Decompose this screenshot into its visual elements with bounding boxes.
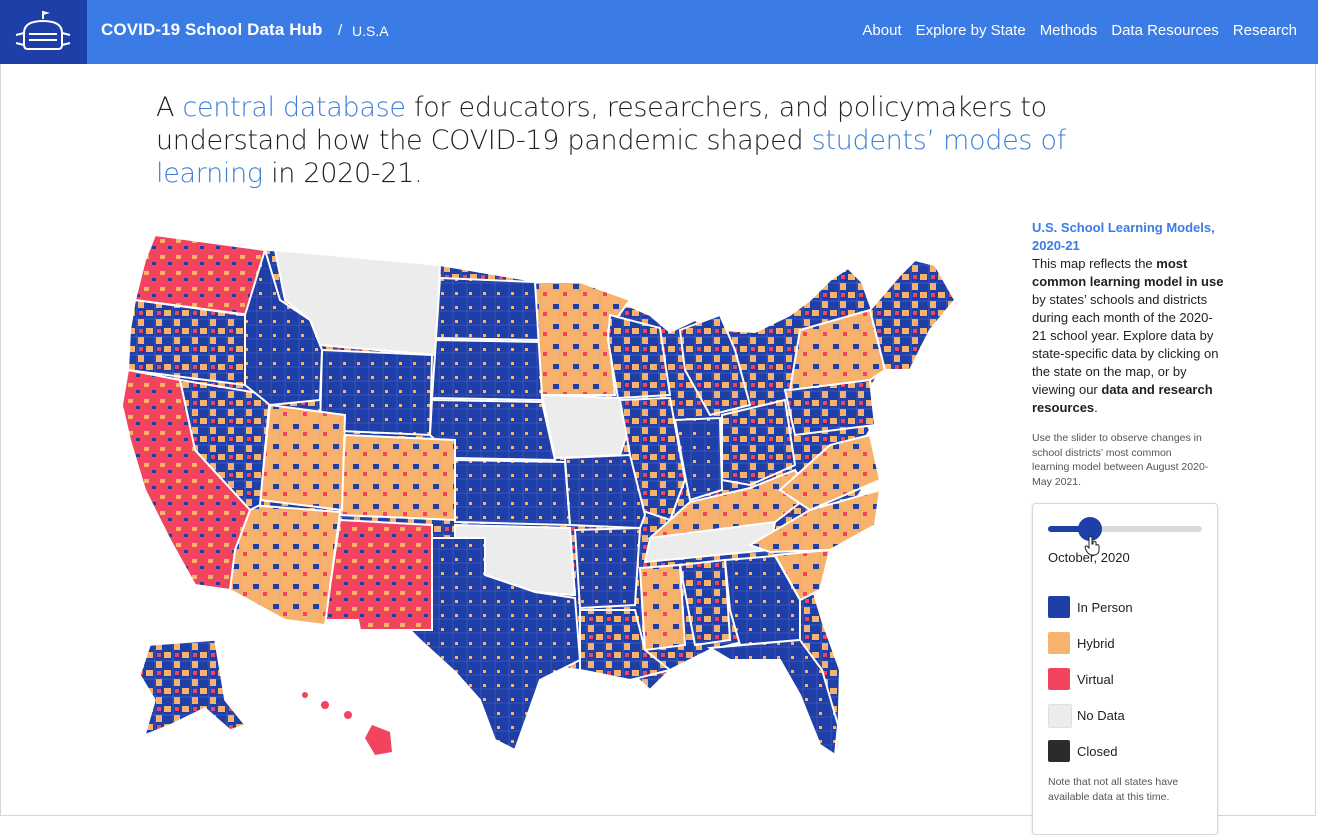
state-virginia[interactable]: [778, 433, 882, 512]
us-learning-model-map[interactable]: [110, 220, 990, 780]
state-new-england[interactable]: [868, 258, 957, 371]
legend-swatch: [1048, 704, 1072, 728]
state-kansas[interactable]: [454, 458, 572, 527]
state-south-dakota[interactable]: [430, 338, 544, 402]
site-title[interactable]: COVID-19 School Data Hub: [101, 20, 323, 39]
breadcrumb-country[interactable]: U.S.A: [352, 23, 389, 39]
data-research-resources-link[interactable]: data and research resources: [1032, 382, 1213, 415]
state-new-york[interactable]: [788, 308, 887, 392]
timeline-legend-panel: October, 2020 In Person Hybrid Virtual N…: [1032, 503, 1218, 835]
legend-swatch: [1048, 632, 1070, 654]
school-mask-logo-icon: [15, 11, 71, 50]
state-alaska[interactable]: [139, 639, 247, 737]
modes-of-learning-link[interactable]: students’ modes of learning: [156, 125, 1066, 189]
nav-research[interactable]: Research: [1232, 22, 1297, 39]
state-missouri[interactable]: [563, 453, 647, 530]
page-frame: [0, 0, 1316, 816]
state-ohio[interactable]: [721, 398, 797, 487]
explanation-bold-a: most common learning model in use: [1032, 256, 1224, 289]
legend-label: Closed: [1077, 744, 1118, 759]
state-florida[interactable]: [706, 638, 840, 757]
state-iowa[interactable]: [540, 393, 632, 460]
state-north-dakota[interactable]: [434, 276, 542, 342]
map-explanation: This map reflects the most common learni…: [1032, 255, 1224, 417]
availability-note: Note that not all states have available …: [1048, 776, 1179, 803]
state-wisconsin[interactable]: [606, 313, 672, 400]
state-california[interactable]: [120, 368, 252, 592]
map-title: U.S. School Learning Models, 2020-21: [1032, 220, 1215, 253]
legend-swatch: [1048, 668, 1070, 690]
explanation-text-a: This map reflects the: [1032, 256, 1157, 271]
logo[interactable]: [0, 0, 87, 64]
state-arkansas[interactable]: [573, 526, 642, 610]
explanation-text-b: by states’ schools and districts during …: [1032, 292, 1219, 397]
legend-label: Hybrid: [1077, 636, 1115, 651]
map-description: U.S. School Learning Models, 2020-21 Thi…: [1032, 219, 1224, 489]
central-database-link[interactable]: central database: [182, 92, 406, 123]
state-arizona[interactable]: [228, 503, 342, 627]
legend-label: In Person: [1077, 600, 1133, 615]
state-idaho[interactable]: [244, 246, 324, 407]
state-mississippi[interactable]: [638, 563, 687, 652]
nav-methods[interactable]: Methods: [1039, 22, 1098, 39]
headline-text-2: for educators, researchers, and policyma…: [156, 92, 1047, 156]
state-north-carolina[interactable]: [747, 488, 882, 554]
top-navbar: COVID-19 School Data Hub / U.S.A About E…: [0, 0, 1318, 64]
slider-fill: [1048, 526, 1090, 532]
slider-date-label: October, 2020: [1048, 550, 1130, 565]
nav-explore-by-state[interactable]: Explore by State: [915, 22, 1026, 39]
legend-label: Virtual: [1077, 672, 1114, 687]
state-colorado[interactable]: [338, 433, 456, 522]
headline-text-3: in 2020-21.: [262, 158, 423, 189]
breadcrumb-separator: /: [338, 22, 343, 39]
hand-pointer-icon: [1084, 536, 1100, 556]
nav-data-resources[interactable]: Data Resources: [1111, 22, 1219, 39]
slider-track[interactable]: [1048, 526, 1202, 532]
state-utah[interactable]: [258, 403, 347, 512]
state-alabama[interactable]: [678, 558, 732, 647]
month-slider[interactable]: [1048, 517, 1202, 541]
state-hawaii[interactable]: [302, 692, 392, 755]
explanation-text-c: .: [1094, 400, 1098, 415]
headline-text-1: A: [156, 92, 183, 123]
nav-about[interactable]: About: [862, 22, 902, 39]
state-michigan[interactable]: [678, 313, 752, 417]
state-nebraska[interactable]: [428, 398, 557, 462]
state-washington[interactable]: [133, 233, 267, 317]
legend-swatch: [1048, 740, 1070, 762]
state-new-mexico[interactable]: [323, 518, 433, 631]
legend-swatch: [1048, 596, 1070, 618]
state-indiana[interactable]: [673, 416, 724, 502]
main-nav: About Explore by State Methods Data Reso…: [862, 22, 1297, 39]
hero-headline: A central database for educators, resear…: [156, 91, 1176, 190]
slider-hint: Use the slider to observe changes in sch…: [1032, 432, 1209, 488]
state-louisiana[interactable]: [579, 609, 673, 682]
legend-label: No Data: [1077, 708, 1125, 723]
